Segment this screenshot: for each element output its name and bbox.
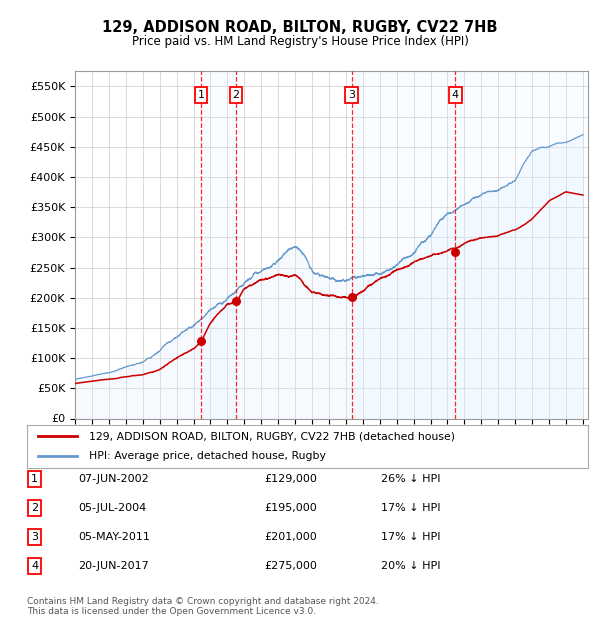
Text: 4: 4 [31,561,38,571]
Text: 1: 1 [197,90,205,100]
Text: 3: 3 [348,90,355,100]
Text: 129, ADDISON ROAD, BILTON, RUGBY, CV22 7HB (detached house): 129, ADDISON ROAD, BILTON, RUGBY, CV22 7… [89,432,455,441]
Text: 05-JUL-2004: 05-JUL-2004 [78,503,146,513]
Text: 129, ADDISON ROAD, BILTON, RUGBY, CV22 7HB: 129, ADDISON ROAD, BILTON, RUGBY, CV22 7… [102,20,498,35]
Text: £201,000: £201,000 [264,532,317,542]
Text: £195,000: £195,000 [264,503,317,513]
Text: 17% ↓ HPI: 17% ↓ HPI [381,532,440,542]
Text: HPI: Average price, detached house, Rugby: HPI: Average price, detached house, Rugb… [89,451,326,461]
Text: This data is licensed under the Open Government Licence v3.0.: This data is licensed under the Open Gov… [27,607,316,616]
Text: 07-JUN-2002: 07-JUN-2002 [78,474,149,484]
Text: £275,000: £275,000 [264,561,317,571]
Text: 26% ↓ HPI: 26% ↓ HPI [381,474,440,484]
Bar [352,71,455,419]
Text: 4: 4 [452,90,459,100]
Text: 20% ↓ HPI: 20% ↓ HPI [381,561,440,571]
Text: Contains HM Land Registry data © Crown copyright and database right 2024.: Contains HM Land Registry data © Crown c… [27,597,379,606]
Text: 1: 1 [31,474,38,484]
Bar [201,71,236,419]
Text: Price paid vs. HM Land Registry's House Price Index (HPI): Price paid vs. HM Land Registry's House … [131,35,469,48]
Text: £129,000: £129,000 [264,474,317,484]
Text: 3: 3 [31,532,38,542]
Bar [455,71,586,419]
Text: 2: 2 [232,90,239,100]
Text: 2: 2 [31,503,38,513]
Text: 05-MAY-2011: 05-MAY-2011 [78,532,150,542]
Text: 17% ↓ HPI: 17% ↓ HPI [381,503,440,513]
Text: 20-JUN-2017: 20-JUN-2017 [78,561,149,571]
